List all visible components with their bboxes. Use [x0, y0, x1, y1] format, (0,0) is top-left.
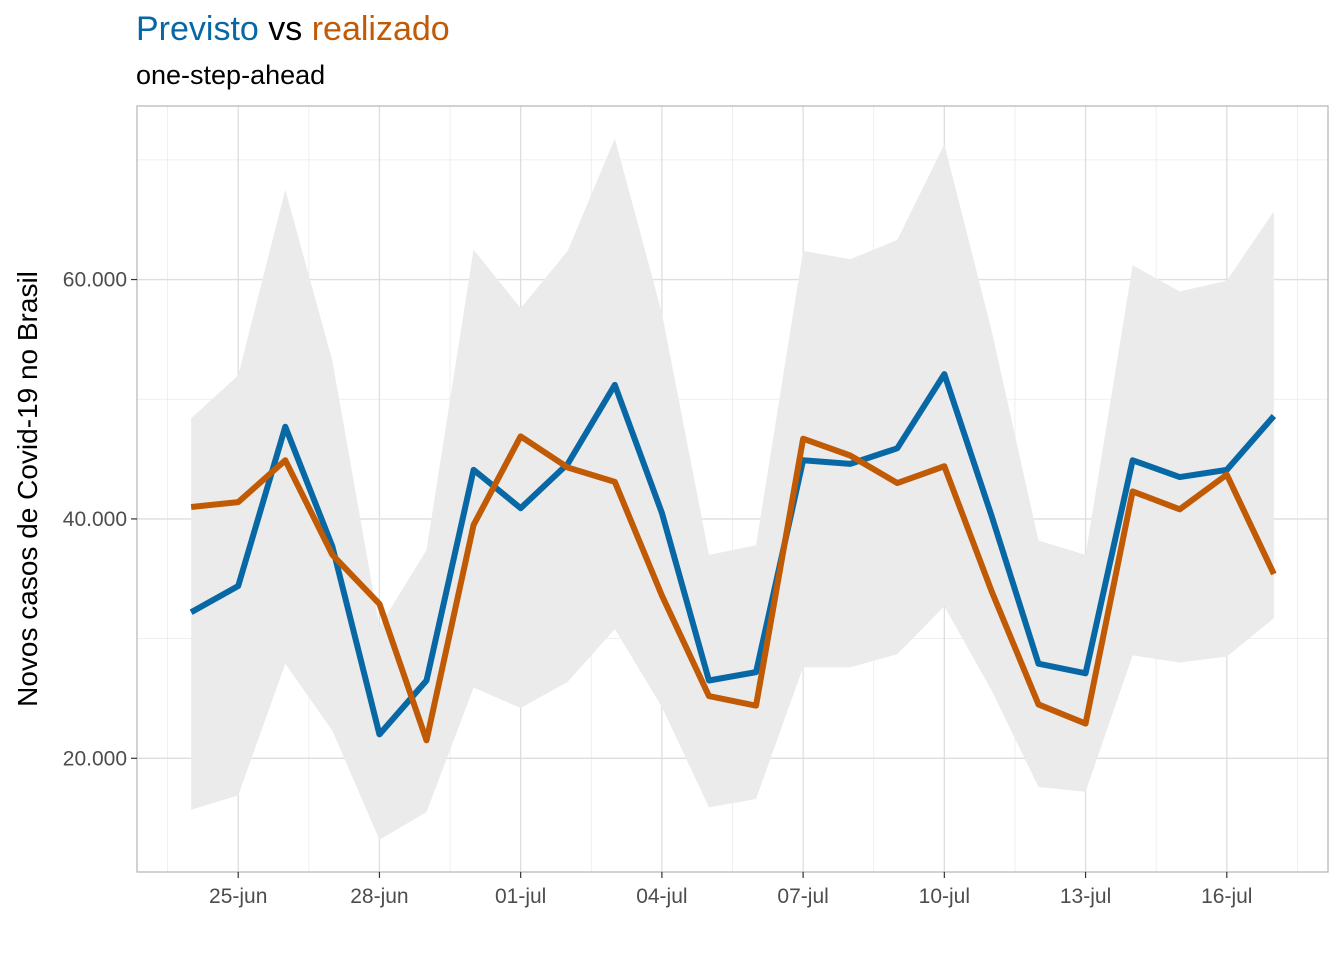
- series-layer: [189, 371, 1277, 744]
- x-tick-label: 13-jul: [1060, 885, 1111, 908]
- x-tick-label: 01-jul: [495, 885, 546, 908]
- y-tick-label: 60.000: [63, 269, 127, 292]
- y-tick-label: 20.000: [63, 747, 127, 770]
- y-tick-label: 40.000: [63, 508, 127, 531]
- x-tick-label: 16-jul: [1201, 885, 1252, 908]
- series-line-realizado: [190, 433, 1277, 744]
- chart-title: Previsto vs realizado: [136, 10, 450, 48]
- x-tick-label: 25-jun: [209, 885, 267, 908]
- confidence-band-layer: [191, 138, 1274, 840]
- title-vs: vs: [259, 10, 312, 48]
- series-line-previsto: [189, 371, 1277, 738]
- y-axis-title: Novos casos de Covid-19 no Brasil: [12, 271, 43, 707]
- title-previsto: Previsto: [136, 10, 259, 48]
- title-realizado: realizado: [312, 10, 450, 48]
- prediction-interval-band: [191, 138, 1274, 840]
- y-axis: 20.000 40.000 60.000: [63, 269, 137, 770]
- x-axis: 25-jun 28-jun 01-jul 04-jul 07-jul 10-jul 13-j…: [209, 872, 1252, 908]
- x-tick-label: 10-jul: [919, 885, 970, 908]
- x-tick-label: 07-jul: [777, 885, 828, 908]
- panel-border: [136, 105, 1329, 873]
- chart-subtitle: one-step-ahead: [136, 60, 325, 90]
- x-tick-label: 28-jun: [350, 885, 408, 908]
- x-tick-label: 04-jul: [636, 885, 687, 908]
